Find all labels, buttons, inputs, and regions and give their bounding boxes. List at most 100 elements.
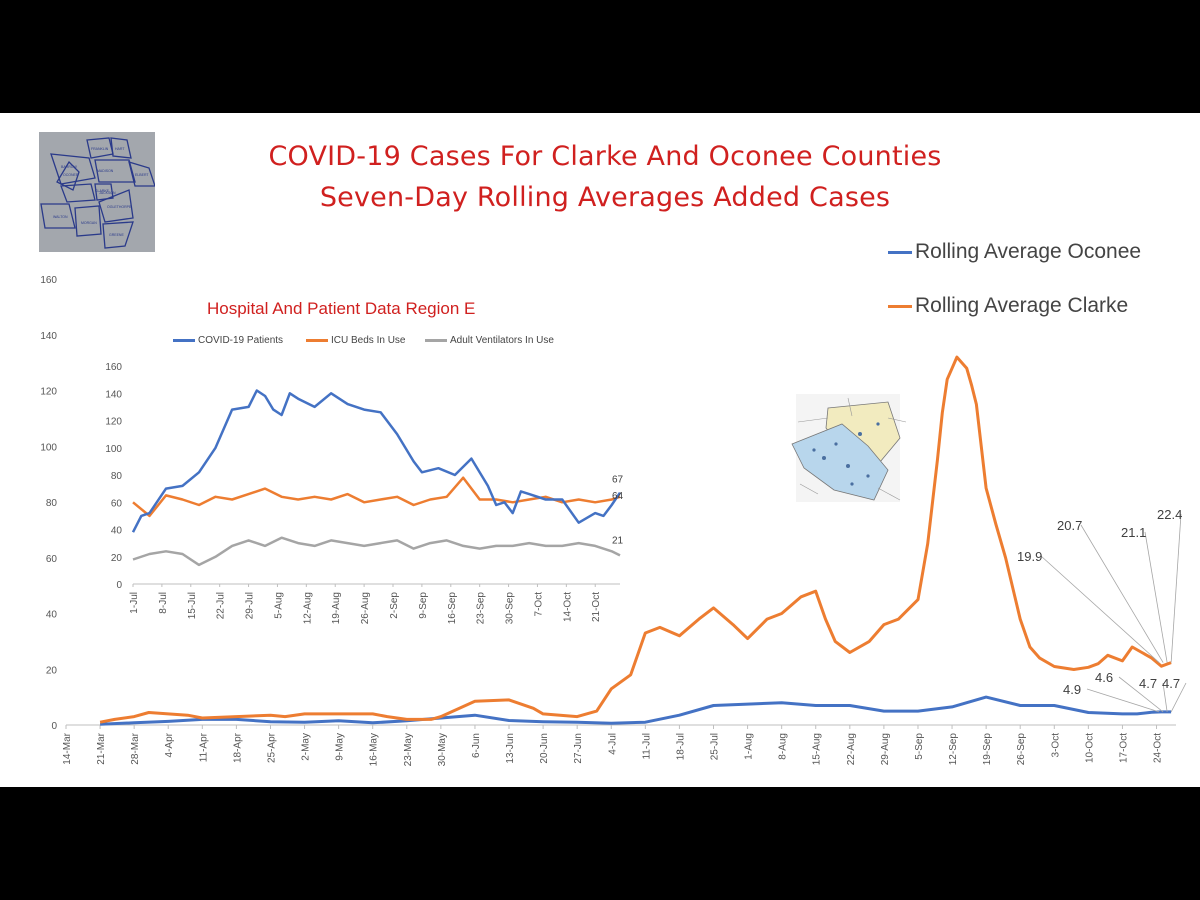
inset-line-ventilators xyxy=(132,536,621,567)
inset-x-tick-label: 19-Aug xyxy=(331,592,342,624)
series-line-oconee xyxy=(100,695,1172,726)
callout-leader xyxy=(1118,676,1164,713)
county-label: MADISON xyxy=(97,169,114,173)
main-x-tick-label: 16-May xyxy=(369,733,380,766)
county-label: GREENE xyxy=(109,233,124,237)
inset-end-label: 64 xyxy=(612,491,624,502)
main-x-tick-label: 24-Oct xyxy=(1153,733,1164,763)
inset-line-icu xyxy=(132,476,621,518)
main-x-tick-label: 4-Apr xyxy=(164,732,175,757)
legend-clarke-swatch xyxy=(888,304,912,308)
main-y-tick-label: 100 xyxy=(40,442,57,453)
main-x-tick-label: 17-Oct xyxy=(1118,733,1129,763)
main-x-tick-label: 28-Mar xyxy=(130,732,141,764)
inset-y-tick-label: 20 xyxy=(111,553,123,564)
callout-label: 4.9 xyxy=(1063,682,1081,697)
county-label: MORGAN xyxy=(81,221,97,225)
chart-title-line-2: Seven-Day Rolling Averages Added Cases xyxy=(319,182,891,213)
county-label: HART xyxy=(115,147,125,151)
inset-legend-vent-swatch xyxy=(425,338,447,342)
main-x-tick-label: 8-Aug xyxy=(778,733,789,760)
callout-leader xyxy=(1144,531,1168,663)
main-x-tick-label: 30-May xyxy=(437,733,448,766)
main-x-tick-label: 5-Sep xyxy=(914,733,925,760)
callout-label: 22.4 xyxy=(1157,507,1182,522)
inset-legend-icu-label: ICU Beds In Use xyxy=(331,335,406,346)
legend-oconee: Rolling Average Oconee xyxy=(888,240,1141,264)
inset-legend-patients-swatch xyxy=(173,338,195,342)
main-x-tick-label: 23-May xyxy=(403,733,414,766)
slide: 0 20 40 60 80 100 120 140 160 14-Mar 21-Mar 28-Mar 4… xyxy=(0,113,1200,787)
county-label: JACKSON xyxy=(99,191,116,195)
inset-x-tick-label: 8-Jul xyxy=(158,592,169,614)
inset-x-tick-label: 9-Sep xyxy=(418,592,429,619)
legend-clarke-label: Rolling Average Clarke xyxy=(915,294,1129,317)
main-y-tick-label: 60 xyxy=(46,554,58,565)
callout-leader xyxy=(1080,524,1164,663)
inset-x-tick-label: 16-Sep xyxy=(447,592,458,625)
main-x-tick-label: 14-Mar xyxy=(62,732,73,764)
inset-x-tick-label: 21-Oct xyxy=(591,592,602,622)
main-x-tick-label: 6-Jun xyxy=(471,733,482,758)
inset-legend-vent: Adult Ventilators In Use xyxy=(425,335,554,346)
county-label: BARROW xyxy=(61,165,77,169)
main-x-tick-label: 9-May xyxy=(335,733,346,761)
series-line-clarke xyxy=(99,355,1172,724)
main-x-tick-label: 18-Apr xyxy=(232,732,243,763)
chart-title-line-1: COVID-19 Cases For Clarke And Oconee Cou… xyxy=(268,141,942,172)
callout-leader xyxy=(1170,513,1182,663)
inset-legend-icu-swatch xyxy=(306,338,328,342)
main-x-tick-label: 2-May xyxy=(301,733,312,761)
inset-y-tick-label: 40 xyxy=(111,526,123,537)
inset-x-tick-label: 23-Sep xyxy=(476,592,487,625)
county-label: WALTON xyxy=(53,215,68,219)
main-x-tick-label: 4-Jul xyxy=(607,733,618,755)
inset-y-tick-label: 0 xyxy=(116,580,122,591)
county-label: FRANKLIN xyxy=(91,147,109,151)
inset-legend-icu: ICU Beds In Use xyxy=(306,335,405,346)
callout-label: 4.7 xyxy=(1162,676,1180,691)
legend-oconee-label: Rolling Average Oconee xyxy=(915,240,1142,263)
inset-legend-patients-label: COVID-19 Patients xyxy=(198,335,284,346)
main-y-tick-label: 40 xyxy=(46,610,58,621)
inset-chart-title: Hospital And Patient Data Region E xyxy=(207,299,476,318)
county-label: OGLETHORPE xyxy=(107,205,132,209)
main-x-tick-label: 25-Jul xyxy=(710,733,721,760)
main-x-tick-label: 13-Jun xyxy=(505,733,516,764)
inset-y-tick-label: 60 xyxy=(111,498,123,509)
main-x-tick-label: 22-Aug xyxy=(846,733,857,765)
county-label: ELBERT xyxy=(135,173,149,177)
county-label: OCONEE xyxy=(63,173,79,177)
inset-x-tick-label: 14-Oct xyxy=(562,592,573,622)
main-y-tick-label: 20 xyxy=(46,665,58,676)
county-detail-map xyxy=(788,388,908,508)
main-x-tick-label: 10-Oct xyxy=(1084,733,1095,763)
main-x-tick-label: 15-Aug xyxy=(812,733,823,765)
main-y-tick-label: 160 xyxy=(40,275,57,286)
inset-x-tick-label: 30-Sep xyxy=(505,592,516,625)
inset-y-tick-label: 120 xyxy=(105,417,122,428)
legend-oconee-swatch xyxy=(888,250,912,254)
inset-y-tick-label: 80 xyxy=(111,471,123,482)
callout-leader xyxy=(1040,555,1160,663)
main-x-tick-label: 27-Jun xyxy=(573,733,584,764)
callout-label: 4.6 xyxy=(1095,670,1113,685)
main-y-tick-label: 0 xyxy=(51,721,57,732)
inset-x-tick-label: 7-Oct xyxy=(533,592,544,617)
main-x-tick-label: 11-Apr xyxy=(198,732,209,762)
callout-leader xyxy=(1162,682,1168,712)
callout-leader xyxy=(1086,688,1160,713)
callout-label: 21.1 xyxy=(1121,525,1146,540)
main-x-tick-label: 3-Oct xyxy=(1050,733,1061,758)
callout-label: 20.7 xyxy=(1057,518,1082,533)
inset-y-tick-label: 100 xyxy=(105,444,122,455)
inset-x-tick-label: 22-Jul xyxy=(216,592,227,619)
county-label: CLARKE xyxy=(95,189,110,193)
county-map-gray: FRANKLIN HART MADISON ELBERT CLARKE OCONEE WAL… xyxy=(39,132,156,252)
main-x-tick-label: 1-Aug xyxy=(744,733,755,760)
callout-leader xyxy=(1170,682,1187,713)
inset-y-tick-label: 140 xyxy=(105,389,122,400)
inset-x-tick-label: 15-Jul xyxy=(187,592,198,619)
main-y-tick-label: 80 xyxy=(46,498,58,509)
inset-legend-vent-label: Adult Ventilators In Use xyxy=(450,335,554,346)
